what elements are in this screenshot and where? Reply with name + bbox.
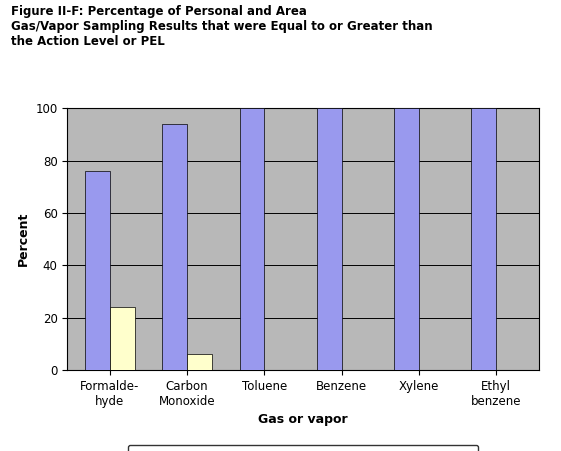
Text: Figure II-F: Percentage of Personal and Area
Gas/Vapor Sampling Results that wer: Figure II-F: Percentage of Personal and … [11,5,433,47]
Bar [240,108,264,370]
Bar [394,108,419,370]
Bar [110,307,135,370]
Y-axis label: Percent: Percent [17,212,30,266]
Bar [85,171,110,370]
X-axis label: Gas or vapor: Gas or vapor [258,413,348,426]
Bar [317,108,342,370]
Bar [187,354,212,370]
Bar [471,108,496,370]
Legend: Less than Action Level, Action Level to PEL: Less than Action Level, Action Level to … [128,445,478,451]
Bar [162,124,187,370]
